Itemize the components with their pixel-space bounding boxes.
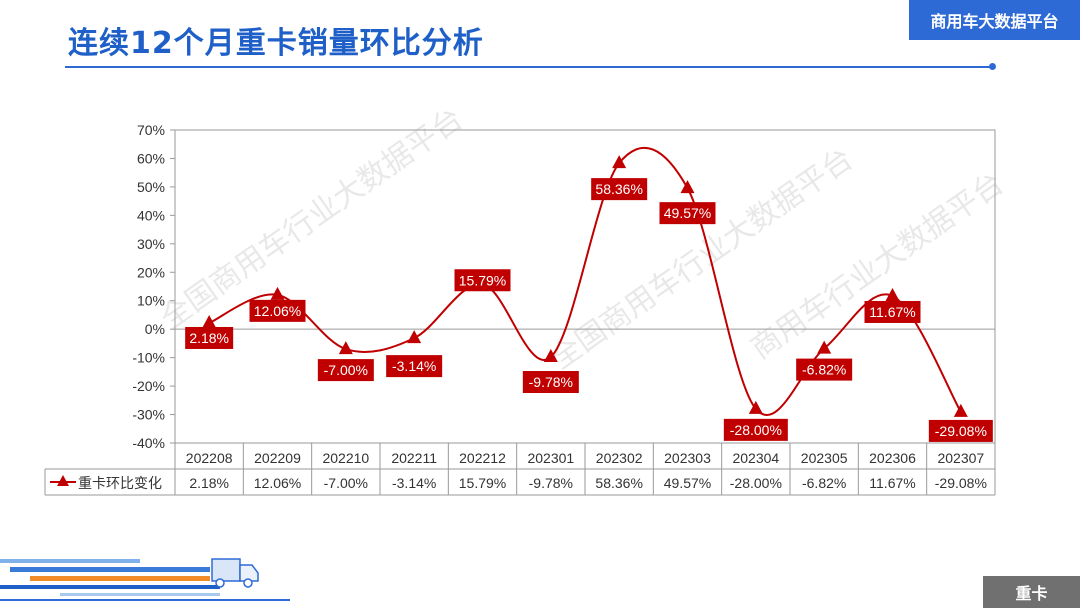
data-label: -9.78%: [529, 374, 573, 390]
x-tick-label: 202211: [391, 450, 437, 466]
data-label: -28.00%: [730, 422, 782, 438]
data-label: -29.08%: [935, 423, 987, 439]
watermark-text: 全国商用车行业大数据平台: [155, 101, 470, 336]
data-label: 12.06%: [254, 303, 301, 319]
data-label: 15.79%: [459, 272, 506, 288]
table-value: 11.67%: [869, 475, 915, 491]
data-point-marker: [270, 286, 285, 300]
data-point-marker: [543, 349, 558, 363]
x-tick-label: 202307: [937, 450, 984, 466]
data-table: 202208 2.18% 202209 12.06% 202210 -7.00% 20221…: [44, 443, 996, 496]
data-label-box: [386, 355, 443, 378]
data-label-box: [185, 326, 234, 349]
speed-stripe: [60, 593, 220, 596]
table-value: 49.57%: [664, 475, 711, 491]
title-rule-dot: [989, 63, 996, 70]
y-tick-label: 30%: [137, 236, 165, 252]
data-label: 58.36%: [595, 181, 642, 197]
y-tick-label: 10%: [137, 293, 165, 309]
y-tick-label: 40%: [137, 207, 165, 223]
watermark-text: 全国商用车行业大数据平台: [545, 141, 860, 376]
y-tick-label: -20%: [132, 378, 165, 394]
data-point-marker: [407, 330, 422, 344]
data-point-marker: [748, 400, 763, 414]
series-markers: [202, 155, 968, 417]
x-tick-label: 202302: [596, 450, 643, 466]
y-axis: 70% 60% 50% 40% 30% 20% 10% 0% -10% -20% -30% -40%: [132, 122, 175, 451]
data-point-marker: [612, 155, 627, 169]
x-tick-label: 202306: [869, 450, 916, 466]
table-value: -3.14%: [392, 475, 436, 491]
data-label-box: [249, 299, 306, 322]
table-value: -29.08%: [935, 475, 987, 491]
data-point-marker: [953, 403, 968, 417]
table-value: -28.00%: [730, 475, 782, 491]
x-tick-label: 202210: [322, 450, 369, 466]
data-label-box: [864, 300, 921, 323]
data-label: 49.57%: [664, 205, 711, 221]
title-rule: [65, 66, 993, 68]
y-tick-label: 20%: [137, 264, 165, 280]
data-label-box: [522, 371, 579, 394]
table-value: 2.18%: [189, 475, 229, 491]
brand-badge: 商用车大数据平台: [909, 0, 1080, 40]
x-tick-label: 202303: [664, 450, 711, 466]
data-labels: 2.18% 12.06% -7.00% -3.14% 15.79% -9.78% 58.36…: [185, 178, 993, 442]
data-label-box: [659, 202, 716, 225]
y-tick-label: -40%: [132, 435, 165, 451]
speed-stripe: [0, 585, 220, 589]
data-label-box: [454, 269, 511, 292]
data-label: 2.18%: [189, 330, 229, 346]
x-tick-label: 202208: [186, 450, 233, 466]
data-label-box: [317, 359, 374, 382]
data-point-marker: [680, 180, 695, 194]
y-tick-label: 50%: [137, 179, 165, 195]
data-label-box: [796, 358, 853, 381]
table-value: 15.79%: [459, 475, 506, 491]
y-tick-label: 60%: [137, 150, 165, 166]
table-value: 12.06%: [254, 475, 301, 491]
x-tick-label: 202301: [527, 450, 574, 466]
table-value: -7.00%: [324, 475, 368, 491]
legend-marker: [57, 475, 69, 486]
data-label: -7.00%: [324, 362, 368, 378]
data-label-box: [591, 178, 648, 201]
deco-baseline: [0, 599, 290, 601]
data-label: 11.67%: [869, 304, 915, 320]
x-tick-label: 202304: [732, 450, 779, 466]
table-value: -9.78%: [529, 475, 573, 491]
data-label-box: [723, 418, 788, 441]
data-label-box: [928, 419, 993, 442]
x-tick-label: 202209: [254, 450, 301, 466]
truck-icon: [211, 558, 259, 588]
category-badge: 重卡: [983, 576, 1080, 608]
data-point-marker: [885, 287, 900, 301]
data-label: -3.14%: [392, 358, 436, 374]
y-tick-label: -10%: [132, 350, 165, 366]
data-point-marker: [338, 341, 353, 355]
speed-stripe: [10, 567, 210, 572]
legend-label: 重卡环比变化: [78, 476, 162, 492]
x-tick-label: 202212: [459, 450, 506, 466]
truck-decoration: [0, 558, 290, 601]
table-value: 58.36%: [595, 475, 642, 491]
speed-stripe: [0, 559, 140, 563]
data-point-marker: [202, 314, 217, 328]
data-label: -6.82%: [802, 362, 846, 378]
y-tick-label: 70%: [137, 122, 165, 138]
page-title: 连续12个月重卡销量环比分析: [68, 26, 484, 61]
speed-stripe: [30, 576, 210, 581]
y-tick-label: 0%: [145, 321, 165, 337]
y-tick-label: -30%: [132, 407, 165, 423]
table-value: -6.82%: [802, 475, 846, 491]
x-tick-label: 202305: [801, 450, 848, 466]
data-point-marker: [817, 340, 832, 354]
